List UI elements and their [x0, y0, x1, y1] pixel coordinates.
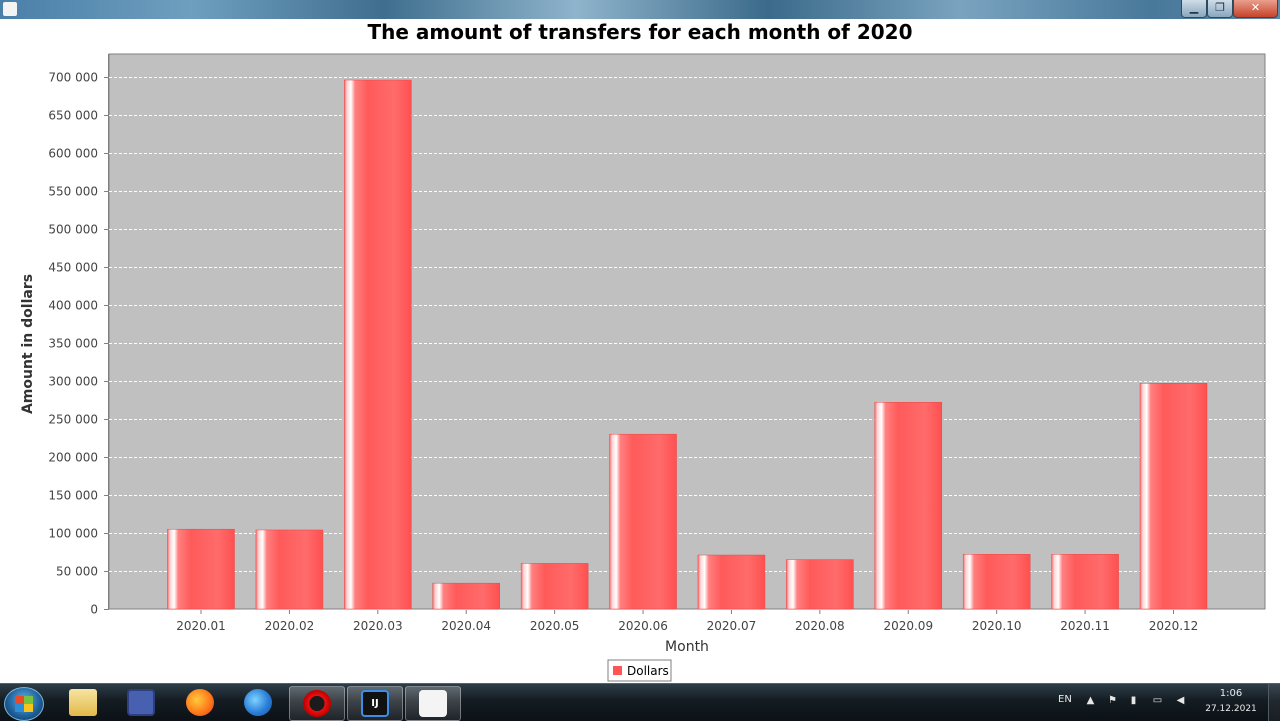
clock-time[interactable]: 1:06 — [1219, 688, 1243, 699]
java-app-icon — [3, 2, 17, 16]
maximize-button[interactable]: ❐ — [1207, 0, 1233, 18]
x-tick-label: 2020.12 — [1149, 619, 1199, 633]
y-tick-label: 50 000 — [56, 565, 98, 579]
taskbar-item-firefox[interactable] — [173, 686, 227, 719]
x-tick-label: 2020.01 — [176, 619, 226, 633]
y-tick-label: 0 — [90, 603, 98, 617]
y-tick-label: 100 000 — [48, 527, 98, 541]
y-tick-label: 650 000 — [48, 109, 98, 123]
bar — [697, 554, 766, 610]
x-tick-label: 2020.08 — [795, 619, 845, 633]
y-tick-label: 150 000 — [48, 489, 98, 503]
y-tick-label: 300 000 — [48, 375, 98, 389]
tray-expand-icon[interactable]: ▲ — [1086, 695, 1095, 706]
bar — [609, 433, 677, 610]
bar — [786, 559, 854, 610]
y-tick-label: 550 000 — [48, 185, 98, 199]
x-axis-label: Month — [665, 639, 709, 655]
volume-icon[interactable]: ◀ — [1176, 695, 1185, 706]
legend: Dollars — [607, 659, 672, 682]
floppy-disk-icon — [127, 689, 155, 716]
x-tick-label: 2020.10 — [972, 619, 1022, 633]
y-tick-label: 250 000 — [48, 413, 98, 427]
taskbar: IJ EN ▲ ⚑ ▮ ▭ ◀ 1:06 27.12.2021 — [0, 683, 1280, 721]
x-tick-label: 2020.06 — [618, 619, 668, 633]
folder-icon — [69, 689, 97, 716]
taskbar-item-firefox-developer[interactable] — [231, 686, 285, 719]
bar — [255, 529, 324, 610]
y-tick-label: 400 000 — [48, 299, 98, 313]
y-tick-label: 700 000 — [48, 71, 98, 85]
bar — [874, 402, 943, 610]
x-tick-label: 2020.07 — [707, 619, 757, 633]
intellij-icon: IJ — [361, 690, 389, 717]
y-tick-label: 350 000 — [48, 337, 98, 351]
taskbar-item-java[interactable] — [405, 686, 461, 721]
y-tick-label: 600 000 — [48, 147, 98, 161]
legend-label: Dollars — [627, 664, 669, 678]
java-icon — [419, 690, 447, 717]
x-tick-label: 2020.05 — [530, 619, 580, 633]
taskbar-item-intellij[interactable]: IJ — [347, 686, 403, 721]
legend-swatch — [613, 666, 622, 675]
language-indicator[interactable]: EN — [1058, 694, 1072, 705]
bar — [344, 79, 412, 610]
network-icon[interactable]: ▭ — [1152, 695, 1163, 706]
taskbar-item-explorer[interactable] — [56, 686, 110, 719]
bar — [1051, 554, 1119, 610]
firefox-icon — [186, 689, 214, 716]
start-button[interactable] — [4, 687, 44, 721]
bar — [432, 582, 500, 610]
bar — [167, 528, 235, 610]
bar — [1139, 383, 1208, 610]
minimize-button[interactable]: ▁ — [1181, 0, 1207, 18]
y-tick-label: 200 000 — [48, 451, 98, 465]
taskbar-item-save[interactable] — [114, 686, 168, 719]
x-tick-label: 2020.04 — [441, 619, 491, 633]
plot-area — [108, 53, 1266, 610]
x-tick-label: 2020.11 — [1060, 619, 1110, 633]
close-button[interactable]: ✕ — [1233, 0, 1278, 18]
bar-chart: The amount of transfers for each month o… — [20, 20, 1266, 682]
x-tick-label: 2020.02 — [265, 619, 315, 633]
action-center-flag-icon[interactable]: ⚑ — [1108, 695, 1117, 706]
bar — [520, 563, 589, 610]
x-tick-label: 2020.09 — [883, 619, 933, 633]
clock-date[interactable]: 27.12.2021 — [1205, 704, 1257, 714]
y-axis-label: Amount in dollars — [20, 274, 36, 414]
power-icon[interactable]: ▮ — [1130, 695, 1137, 706]
opera-icon — [303, 690, 331, 717]
firefox-developer-icon — [244, 689, 272, 716]
x-tick-label: 2020.03 — [353, 619, 403, 633]
chart-title: The amount of transfers for each month o… — [368, 20, 913, 44]
y-tick-label: 450 000 — [48, 261, 98, 275]
show-desktop-button[interactable] — [1268, 684, 1280, 721]
taskbar-item-opera[interactable] — [289, 686, 345, 721]
y-tick-label: 500 000 — [48, 223, 98, 237]
window-title-bar[interactable]: ▁ ❐ ✕ — [0, 0, 1280, 19]
bar — [962, 554, 1031, 610]
